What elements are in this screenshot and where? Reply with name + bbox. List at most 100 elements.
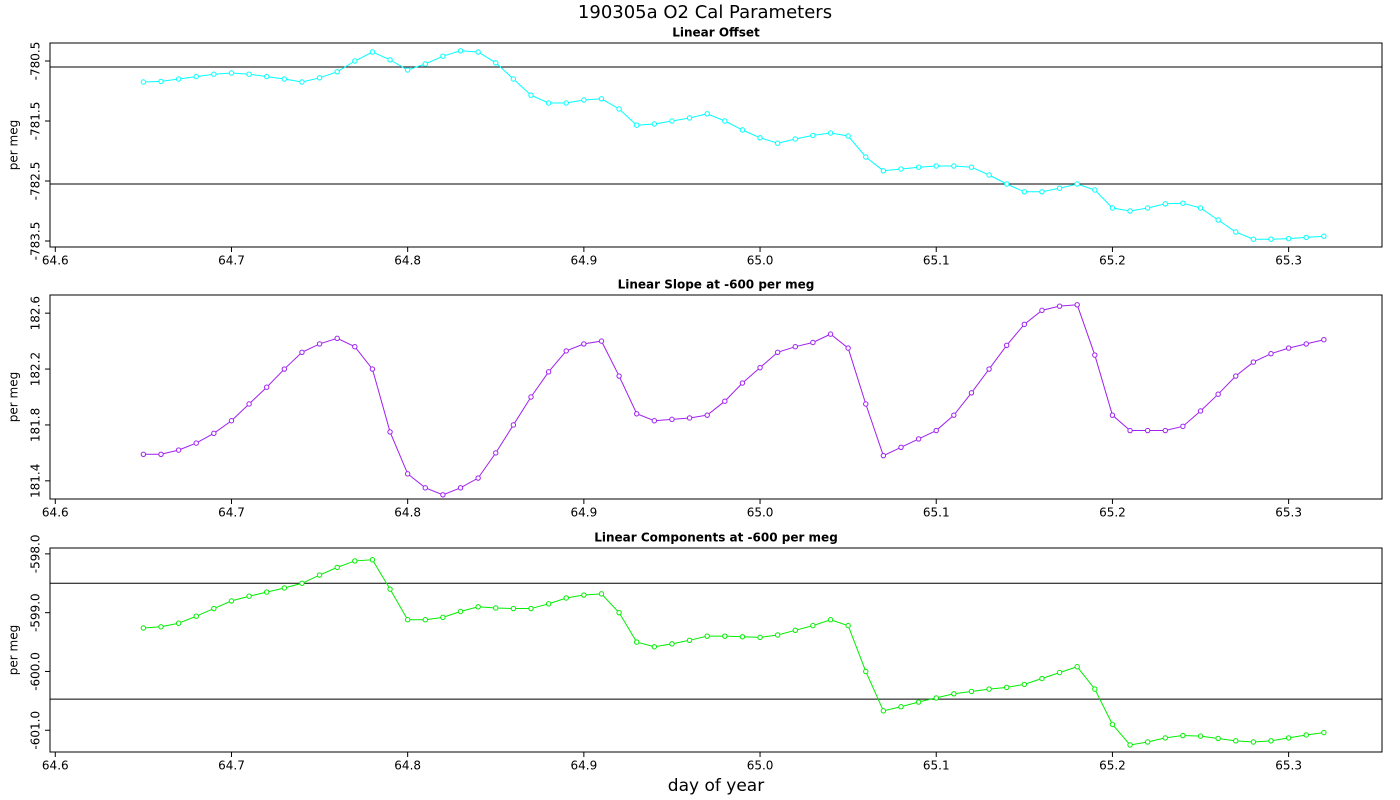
- x-tick-label: 65.0: [747, 759, 774, 773]
- data-point: [299, 349, 305, 355]
- data-point: [1039, 307, 1045, 314]
- data-point: [193, 440, 199, 446]
- data-point: [1144, 427, 1151, 434]
- data-line: [143, 50, 1324, 240]
- data-point: [651, 121, 658, 127]
- data-line: [143, 559, 1324, 746]
- data-point: [1092, 686, 1098, 692]
- data-point: [915, 164, 922, 170]
- data-point: [545, 601, 552, 607]
- data-point: [528, 605, 534, 612]
- data-point: [440, 53, 446, 59]
- data-point: [739, 127, 746, 133]
- x-tick-label: 64.6: [42, 254, 69, 268]
- x-tick-label: 65.3: [1275, 759, 1302, 773]
- data-point: [1021, 189, 1028, 195]
- data-point: [581, 592, 587, 598]
- data-point: [211, 605, 217, 612]
- data-point: [792, 343, 798, 350]
- data-point: [281, 76, 288, 82]
- plot-frame: [49, 294, 1383, 500]
- data-point: [634, 122, 640, 128]
- data-point: [1039, 675, 1045, 682]
- data-point: [845, 133, 851, 139]
- data-point: [792, 627, 798, 634]
- data-point: [140, 451, 147, 457]
- data-point: [563, 100, 569, 106]
- data-point: [1180, 200, 1186, 206]
- data-point: [387, 57, 393, 63]
- data-point: [827, 130, 834, 136]
- data-point: [158, 451, 164, 457]
- panel-title: Linear Offset: [672, 26, 760, 40]
- data-point: [1056, 303, 1063, 309]
- data-point: [264, 589, 270, 595]
- data-point: [158, 624, 164, 630]
- data-point: [299, 79, 305, 85]
- data-point: [440, 492, 446, 498]
- data-point: [704, 412, 710, 418]
- data-point: [1074, 664, 1080, 670]
- data-point: [616, 106, 622, 112]
- y-axis-label: per meg: [7, 625, 21, 675]
- data-point: [669, 416, 675, 423]
- data-point: [616, 373, 622, 379]
- data-point: [1162, 427, 1168, 434]
- x-tick-label: 65.2: [1099, 759, 1126, 773]
- data-point: [1268, 738, 1274, 744]
- data-point: [264, 384, 270, 390]
- data-point: [915, 436, 922, 442]
- data-point: [1285, 345, 1292, 351]
- data-point: [1162, 735, 1168, 741]
- data-point: [1285, 235, 1292, 242]
- data-point: [1197, 408, 1204, 414]
- data-point: [669, 118, 675, 124]
- x-tick-label: 64.9: [570, 506, 597, 520]
- data-point: [1303, 341, 1309, 347]
- data-point: [1092, 187, 1098, 193]
- x-tick-label: 64.7: [218, 759, 245, 773]
- data-point: [493, 450, 499, 456]
- data-point: [598, 96, 605, 102]
- data-point: [440, 614, 446, 621]
- data-point: [334, 335, 340, 342]
- data-point: [915, 699, 922, 705]
- y-tick-label: -600.0: [29, 652, 43, 691]
- x-tick-label: 65.0: [747, 254, 774, 268]
- data-point: [1180, 423, 1186, 430]
- data-point: [316, 75, 323, 81]
- data-point: [334, 564, 340, 571]
- data-point: [933, 427, 939, 434]
- data-point: [352, 558, 358, 564]
- x-axis-label: day of year: [668, 776, 764, 796]
- data-point: [1162, 201, 1168, 207]
- data-point: [863, 668, 869, 675]
- x-tick-label: 65.3: [1275, 506, 1302, 520]
- data-point: [863, 401, 869, 407]
- data-point: [722, 633, 728, 639]
- data-point: [986, 366, 992, 372]
- data-point: [651, 644, 658, 650]
- data-point: [334, 69, 340, 75]
- data-point: [528, 92, 534, 98]
- data-point: [175, 620, 182, 626]
- data-point: [722, 398, 728, 404]
- data-point: [246, 401, 252, 407]
- data-point: [933, 695, 939, 701]
- x-tick-label: 65.2: [1099, 506, 1126, 520]
- data-point: [545, 369, 552, 375]
- data-point: [1268, 350, 1274, 357]
- x-tick-label: 65.0: [747, 506, 774, 520]
- data-point: [1321, 337, 1327, 343]
- data-point: [1233, 373, 1239, 379]
- data-point: [704, 111, 710, 117]
- data-point: [1021, 321, 1028, 328]
- data-point: [475, 49, 481, 55]
- data-point: [1127, 742, 1133, 748]
- data-point: [545, 100, 552, 106]
- data-point: [951, 412, 957, 418]
- data-point: [1109, 721, 1116, 728]
- data-point: [193, 73, 199, 80]
- data-point: [1268, 236, 1274, 242]
